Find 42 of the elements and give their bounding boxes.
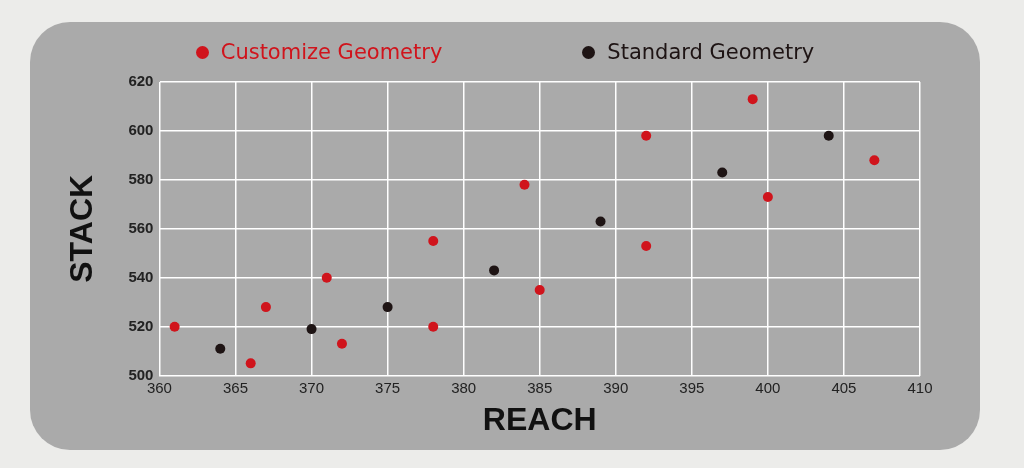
point bbox=[306, 324, 317, 335]
x-tick-label: 375 bbox=[375, 378, 401, 396]
y-tick-label: 600 bbox=[128, 121, 154, 139]
point bbox=[762, 191, 773, 202]
point bbox=[489, 265, 500, 276]
point bbox=[215, 343, 226, 354]
point bbox=[534, 284, 545, 295]
point bbox=[428, 236, 439, 247]
x-tick-label: 380 bbox=[451, 378, 477, 396]
x-axis-title: REACH bbox=[482, 400, 597, 437]
point bbox=[336, 338, 347, 349]
point bbox=[869, 155, 880, 166]
x-tick-label: 385 bbox=[527, 378, 553, 396]
y-tick-label: 540 bbox=[128, 267, 154, 285]
x-tick-label: 370 bbox=[299, 378, 325, 396]
point bbox=[382, 302, 393, 313]
point bbox=[260, 302, 271, 313]
x-tick-label: 390 bbox=[603, 378, 629, 396]
y-axis-title: STACK bbox=[63, 174, 100, 283]
x-tick-label: 400 bbox=[755, 378, 781, 396]
y-tick-label: 560 bbox=[128, 218, 154, 236]
point bbox=[641, 240, 652, 251]
x-tick-label: 365 bbox=[222, 378, 248, 396]
x-tick-label: 395 bbox=[679, 378, 705, 396]
y-tick-label: 500 bbox=[128, 365, 154, 383]
x-tick-label: 405 bbox=[831, 378, 857, 396]
point bbox=[747, 94, 758, 105]
point bbox=[641, 130, 652, 141]
point bbox=[169, 321, 180, 332]
point bbox=[519, 179, 530, 190]
y-tick-label: 520 bbox=[128, 316, 154, 334]
point bbox=[321, 272, 332, 283]
y-tick-label: 580 bbox=[128, 170, 154, 188]
point bbox=[245, 358, 256, 369]
legend-label: Customize Geometry bbox=[220, 40, 443, 64]
legend-label: Standard Geometry bbox=[607, 40, 815, 64]
y-tick-label: 620 bbox=[128, 72, 154, 90]
point bbox=[428, 321, 439, 332]
point bbox=[595, 216, 606, 227]
x-tick-label: 410 bbox=[907, 378, 933, 396]
point bbox=[823, 130, 834, 141]
point bbox=[717, 167, 728, 178]
